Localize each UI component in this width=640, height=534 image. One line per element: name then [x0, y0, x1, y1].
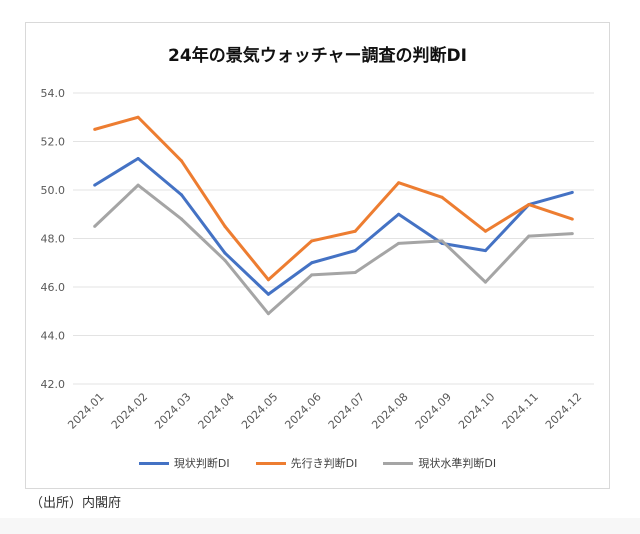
data-point [310, 239, 314, 243]
data-point [266, 292, 270, 296]
data-point [266, 312, 270, 316]
x-tick-label: 2024.03 [152, 390, 193, 431]
data-point [483, 280, 487, 284]
y-tick-label: 48.0 [41, 233, 66, 246]
legend-item: 先行き判断DI [255, 455, 358, 471]
x-tick-label: 2024.05 [239, 390, 280, 431]
legend-swatch [383, 461, 414, 465]
data-point [136, 115, 140, 119]
legend-label: 現状水準判断DI [418, 457, 497, 470]
legend-label: 現状判断DI [173, 457, 230, 470]
legend-item: 現状判断DI [138, 455, 230, 471]
x-tick-label: 2024.08 [369, 390, 410, 431]
x-tick-label: 2024.01 [65, 390, 106, 431]
data-point [266, 278, 270, 282]
data-point [527, 234, 531, 238]
source-note: （出所）内閣府 [30, 496, 122, 511]
x-tick-label: 2024.07 [326, 390, 367, 431]
data-point [353, 229, 357, 233]
y-tick-label: 52.0 [41, 136, 66, 149]
data-point [93, 224, 97, 228]
data-point [180, 159, 184, 163]
data-point [440, 239, 444, 243]
data-point [397, 212, 401, 216]
data-point [223, 251, 227, 255]
legend: 現状判断DI 先行き判断DI 現状水準判断DI [26, 455, 609, 471]
data-point [180, 217, 184, 221]
data-point [527, 203, 531, 207]
data-point [223, 258, 227, 262]
data-point [397, 241, 401, 245]
data-point [223, 224, 227, 228]
y-tick-label: 46.0 [41, 281, 66, 294]
data-point [570, 217, 574, 221]
data-point [353, 249, 357, 253]
data-point [570, 190, 574, 194]
data-point [353, 270, 357, 274]
data-point [570, 232, 574, 236]
data-point [136, 183, 140, 187]
data-point [483, 229, 487, 233]
x-tick-label: 2024.02 [109, 390, 150, 431]
data-point [93, 183, 97, 187]
x-tick-label: 2024.06 [282, 390, 323, 431]
data-point [180, 193, 184, 197]
x-tick-label: 2024.10 [456, 390, 497, 431]
legend-label: 先行き判断DI [290, 457, 358, 470]
data-point [440, 195, 444, 199]
y-tick-label: 42.0 [41, 378, 66, 391]
data-point [310, 273, 314, 277]
legend-swatch [255, 461, 286, 465]
y-tick-label: 54.0 [41, 87, 66, 100]
page-footer-bar [0, 518, 640, 534]
x-tick-label: 2024.12 [543, 390, 584, 431]
x-tick-label: 2024.04 [196, 390, 237, 431]
data-point [397, 181, 401, 185]
y-tick-label: 50.0 [41, 184, 66, 197]
series-line-3 [93, 183, 573, 316]
series-line-2 [94, 115, 573, 282]
legend-item: 現状水準判断DI [383, 455, 496, 471]
data-point [310, 261, 314, 265]
series-line-1 [93, 156, 573, 296]
data-point [93, 127, 97, 131]
chart-title: 24年の景気ウォッチャー調査の判断DI [168, 46, 467, 66]
y-tick-label: 44.0 [41, 330, 66, 343]
legend-swatch [138, 461, 169, 465]
x-tick-label: 2024.09 [413, 390, 454, 431]
x-tick-label: 2024.11 [500, 390, 541, 431]
data-point [483, 249, 487, 253]
data-point [136, 156, 140, 160]
chart-frame: 24年の景気ウォッチャー調査の判断DI 42.0 44.0 46.0 48.0 50.0… [25, 22, 610, 489]
